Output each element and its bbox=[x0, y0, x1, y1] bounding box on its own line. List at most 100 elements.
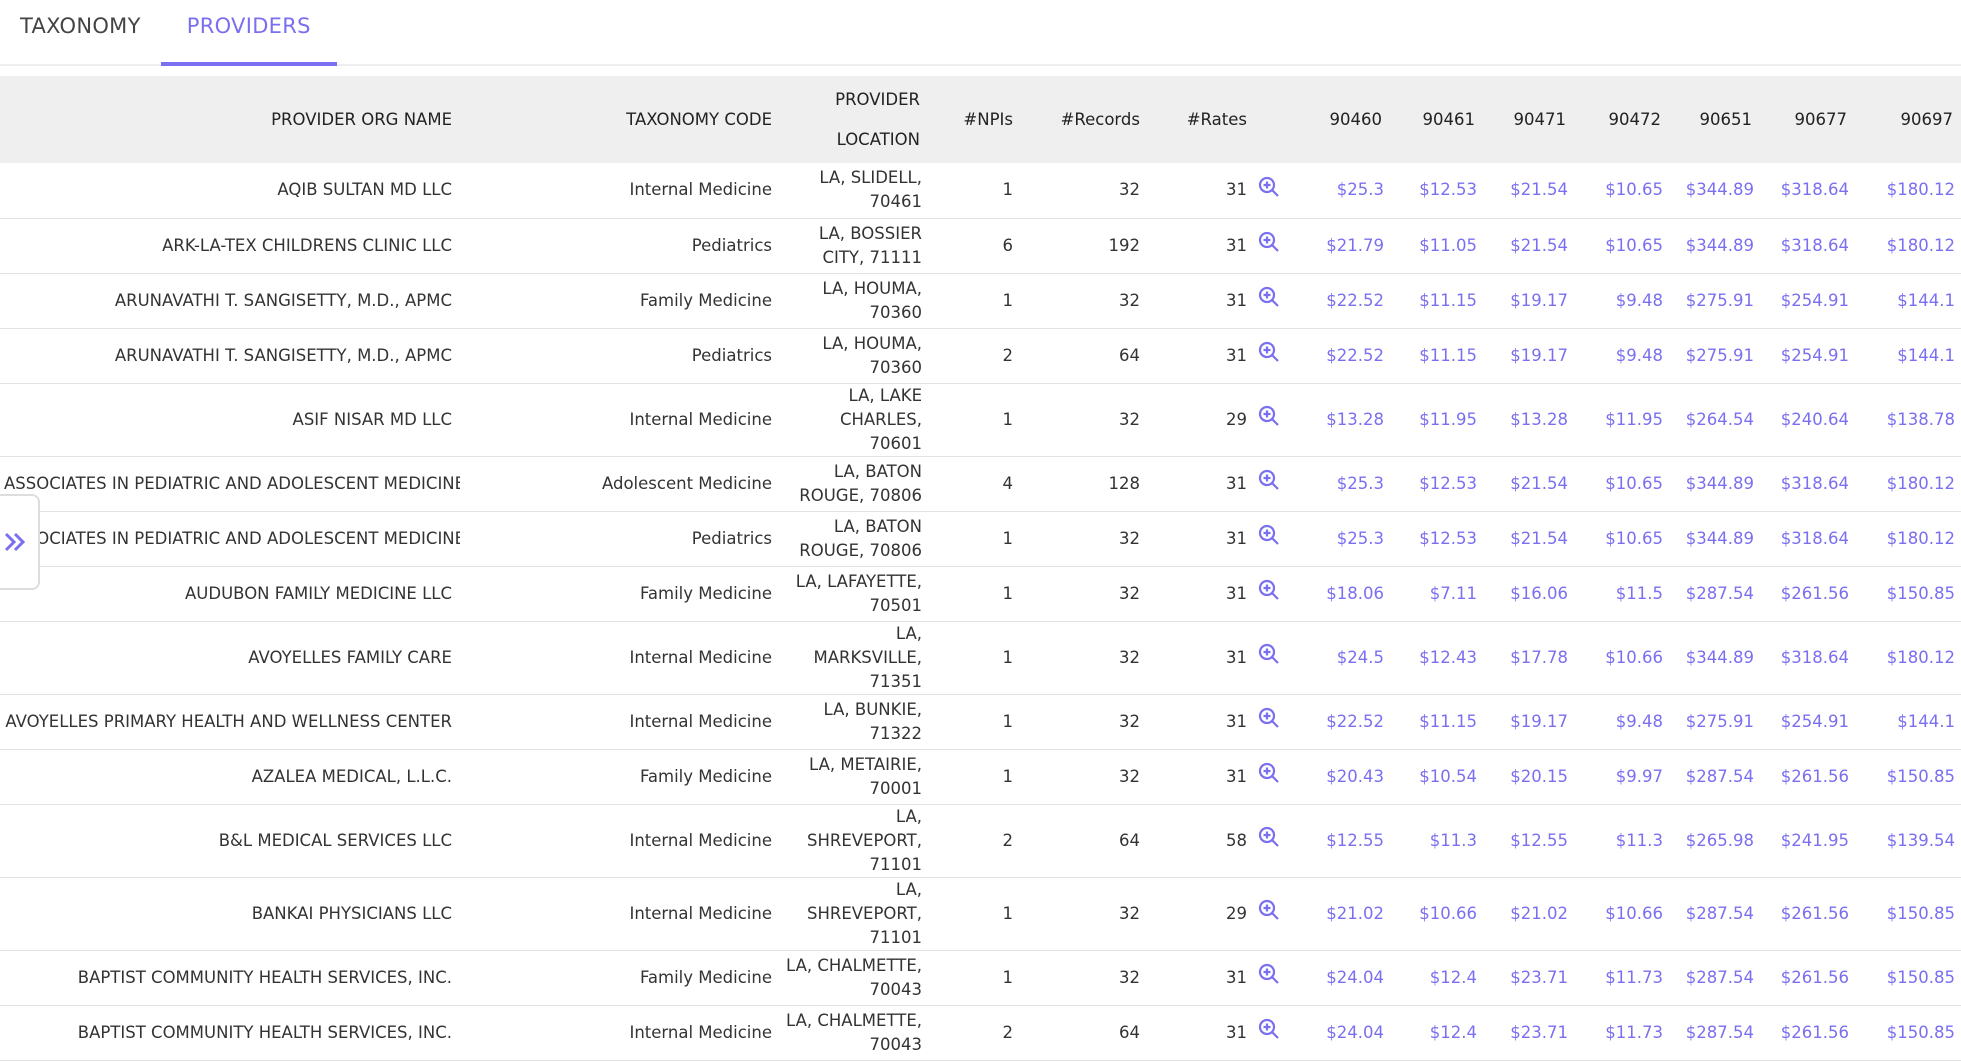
column-header[interactable]: 90472 bbox=[1574, 76, 1669, 163]
rate-cell: $261.56 bbox=[1760, 877, 1855, 951]
rate-cell: $11.95 bbox=[1390, 383, 1483, 457]
rates-detail-button[interactable] bbox=[1257, 899, 1281, 926]
rate-cell: $11.3 bbox=[1390, 804, 1483, 878]
column-header[interactable]: #Records bbox=[1021, 76, 1148, 163]
rates-detail-cell bbox=[1255, 511, 1291, 567]
rate-cell: $150.85 bbox=[1855, 1005, 1961, 1061]
column-header[interactable]: #NPIs bbox=[928, 76, 1021, 163]
rate-cell: $11.73 bbox=[1574, 1005, 1669, 1061]
rate-cell: $25.3 bbox=[1291, 163, 1390, 219]
table-row: AQIB SULTAN MD LLC Internal Medicine LA, S… bbox=[0, 163, 1961, 219]
rate-cell: $25.3 bbox=[1291, 456, 1390, 512]
rate-cell: $344.89 bbox=[1669, 218, 1760, 274]
column-header[interactable]: 90461 bbox=[1390, 76, 1483, 163]
rate-cell: $21.79 bbox=[1291, 218, 1390, 274]
rate-cell: $12.55 bbox=[1291, 804, 1390, 878]
tab-active[interactable]: PROVIDERS bbox=[160, 0, 337, 66]
cell: Family Medicine bbox=[460, 749, 780, 805]
cell: 2 bbox=[928, 1005, 1021, 1061]
rate-cell: $12.53 bbox=[1390, 163, 1483, 219]
column-header[interactable]: 90651 bbox=[1669, 76, 1760, 163]
table-row: AVOYELLES FAMILY CARE Internal Medicine LA… bbox=[0, 621, 1961, 695]
rates-detail-button[interactable] bbox=[1257, 826, 1281, 853]
rates-detail-cell bbox=[1255, 804, 1291, 878]
cell: 31 bbox=[1148, 566, 1255, 622]
cell: LA, BATON ROUGE, 70806 bbox=[780, 511, 928, 567]
rate-cell: $9.97 bbox=[1574, 749, 1669, 805]
rate-cell: $21.54 bbox=[1483, 163, 1574, 219]
rate-cell: $275.91 bbox=[1669, 328, 1760, 384]
rates-detail-button[interactable] bbox=[1257, 963, 1281, 990]
cell: 31 bbox=[1148, 694, 1255, 750]
expand-sidebar-button[interactable] bbox=[0, 494, 40, 590]
rate-cell: $11.15 bbox=[1390, 328, 1483, 384]
cell: Internal Medicine bbox=[460, 621, 780, 695]
rates-detail-cell bbox=[1255, 383, 1291, 457]
rates-detail-button[interactable] bbox=[1257, 643, 1281, 670]
rates-detail-button[interactable] bbox=[1257, 405, 1281, 432]
cell: ARUNAVATHI T. SANGISETTY, M.D., APMC bbox=[0, 328, 460, 384]
rate-cell: $12.43 bbox=[1390, 621, 1483, 695]
cell: ASSOCIATES IN PEDIATRIC AND ADOLESCENT M… bbox=[0, 511, 460, 567]
rate-cell: $13.28 bbox=[1291, 383, 1390, 457]
rate-cell: $21.54 bbox=[1483, 511, 1574, 567]
cell: LA, SHREVEPORT, 71101 bbox=[780, 877, 928, 951]
rate-cell: $180.12 bbox=[1855, 218, 1961, 274]
rate-cell: $19.17 bbox=[1483, 694, 1574, 750]
rate-cell: $16.06 bbox=[1483, 566, 1574, 622]
rate-cell: $261.56 bbox=[1760, 950, 1855, 1006]
column-header[interactable]: 90460 bbox=[1291, 76, 1390, 163]
rates-detail-cell bbox=[1255, 566, 1291, 622]
column-header[interactable]: 90471 bbox=[1483, 76, 1574, 163]
cell: LA, HOUMA, 70360 bbox=[780, 273, 928, 329]
table-row: AZALEA MEDICAL, L.L.C. Family Medicine LA,… bbox=[0, 749, 1961, 805]
rates-detail-button[interactable] bbox=[1257, 286, 1281, 313]
cell: Pediatrics bbox=[460, 218, 780, 274]
rates-detail-cell bbox=[1255, 163, 1291, 219]
rates-detail-button[interactable] bbox=[1257, 707, 1281, 734]
rates-detail-button[interactable] bbox=[1257, 762, 1281, 789]
cell: 2 bbox=[928, 804, 1021, 878]
rates-detail-button[interactable] bbox=[1257, 231, 1281, 258]
rates-detail-button[interactable] bbox=[1257, 524, 1281, 551]
cell: 1 bbox=[928, 749, 1021, 805]
rate-cell: $21.54 bbox=[1483, 218, 1574, 274]
column-header[interactable]: TAXONOMY CODE bbox=[460, 76, 780, 163]
rate-cell: $11.15 bbox=[1390, 273, 1483, 329]
rate-cell: $265.98 bbox=[1669, 804, 1760, 878]
rate-cell: $318.64 bbox=[1760, 511, 1855, 567]
cell: 32 bbox=[1021, 511, 1148, 567]
rate-cell: $150.85 bbox=[1855, 950, 1961, 1006]
cell: 32 bbox=[1021, 950, 1148, 1006]
column-header[interactable]: PROVIDER ORG NAME bbox=[0, 76, 460, 163]
rates-detail-button[interactable] bbox=[1257, 341, 1281, 368]
cell: AVOYELLES FAMILY CARE bbox=[0, 621, 460, 695]
rate-cell: $9.48 bbox=[1574, 273, 1669, 329]
cell: Internal Medicine bbox=[460, 1005, 780, 1061]
rate-cell: $10.65 bbox=[1574, 456, 1669, 512]
rates-detail-button[interactable] bbox=[1257, 579, 1281, 606]
cell: Family Medicine bbox=[460, 566, 780, 622]
column-header[interactable]: 90677 bbox=[1760, 76, 1855, 163]
column-header[interactable]: 90697 bbox=[1855, 76, 1961, 163]
rate-cell: $12.53 bbox=[1390, 511, 1483, 567]
column-header[interactable]: PROVIDER LOCATION bbox=[780, 76, 928, 163]
tab[interactable]: TAXONOMY bbox=[20, 14, 141, 38]
rate-cell: $22.52 bbox=[1291, 694, 1390, 750]
table-row: BAPTIST COMMUNITY HEALTH SERVICES, INC. I… bbox=[0, 1005, 1961, 1061]
column-header[interactable]: #Rates bbox=[1148, 76, 1255, 163]
rates-detail-button[interactable] bbox=[1257, 1018, 1281, 1045]
rates-detail-button[interactable] bbox=[1257, 469, 1281, 496]
tab-bar: TAXONOMY PROVIDERS bbox=[0, 0, 1961, 66]
rates-detail-button[interactable] bbox=[1257, 176, 1281, 203]
rate-cell: $12.55 bbox=[1483, 804, 1574, 878]
cell: Internal Medicine bbox=[460, 383, 780, 457]
cell: Internal Medicine bbox=[460, 877, 780, 951]
rate-cell: $180.12 bbox=[1855, 163, 1961, 219]
cell: ASSOCIATES IN PEDIATRIC AND ADOLESCENT M… bbox=[0, 456, 460, 512]
cell: 31 bbox=[1148, 163, 1255, 219]
rate-cell: $287.54 bbox=[1669, 877, 1760, 951]
rate-cell: $24.04 bbox=[1291, 950, 1390, 1006]
rates-detail-cell bbox=[1255, 218, 1291, 274]
providers-table: PROVIDER ORG NAME TAXONOMY CODE PROVIDER L… bbox=[0, 76, 1961, 1061]
